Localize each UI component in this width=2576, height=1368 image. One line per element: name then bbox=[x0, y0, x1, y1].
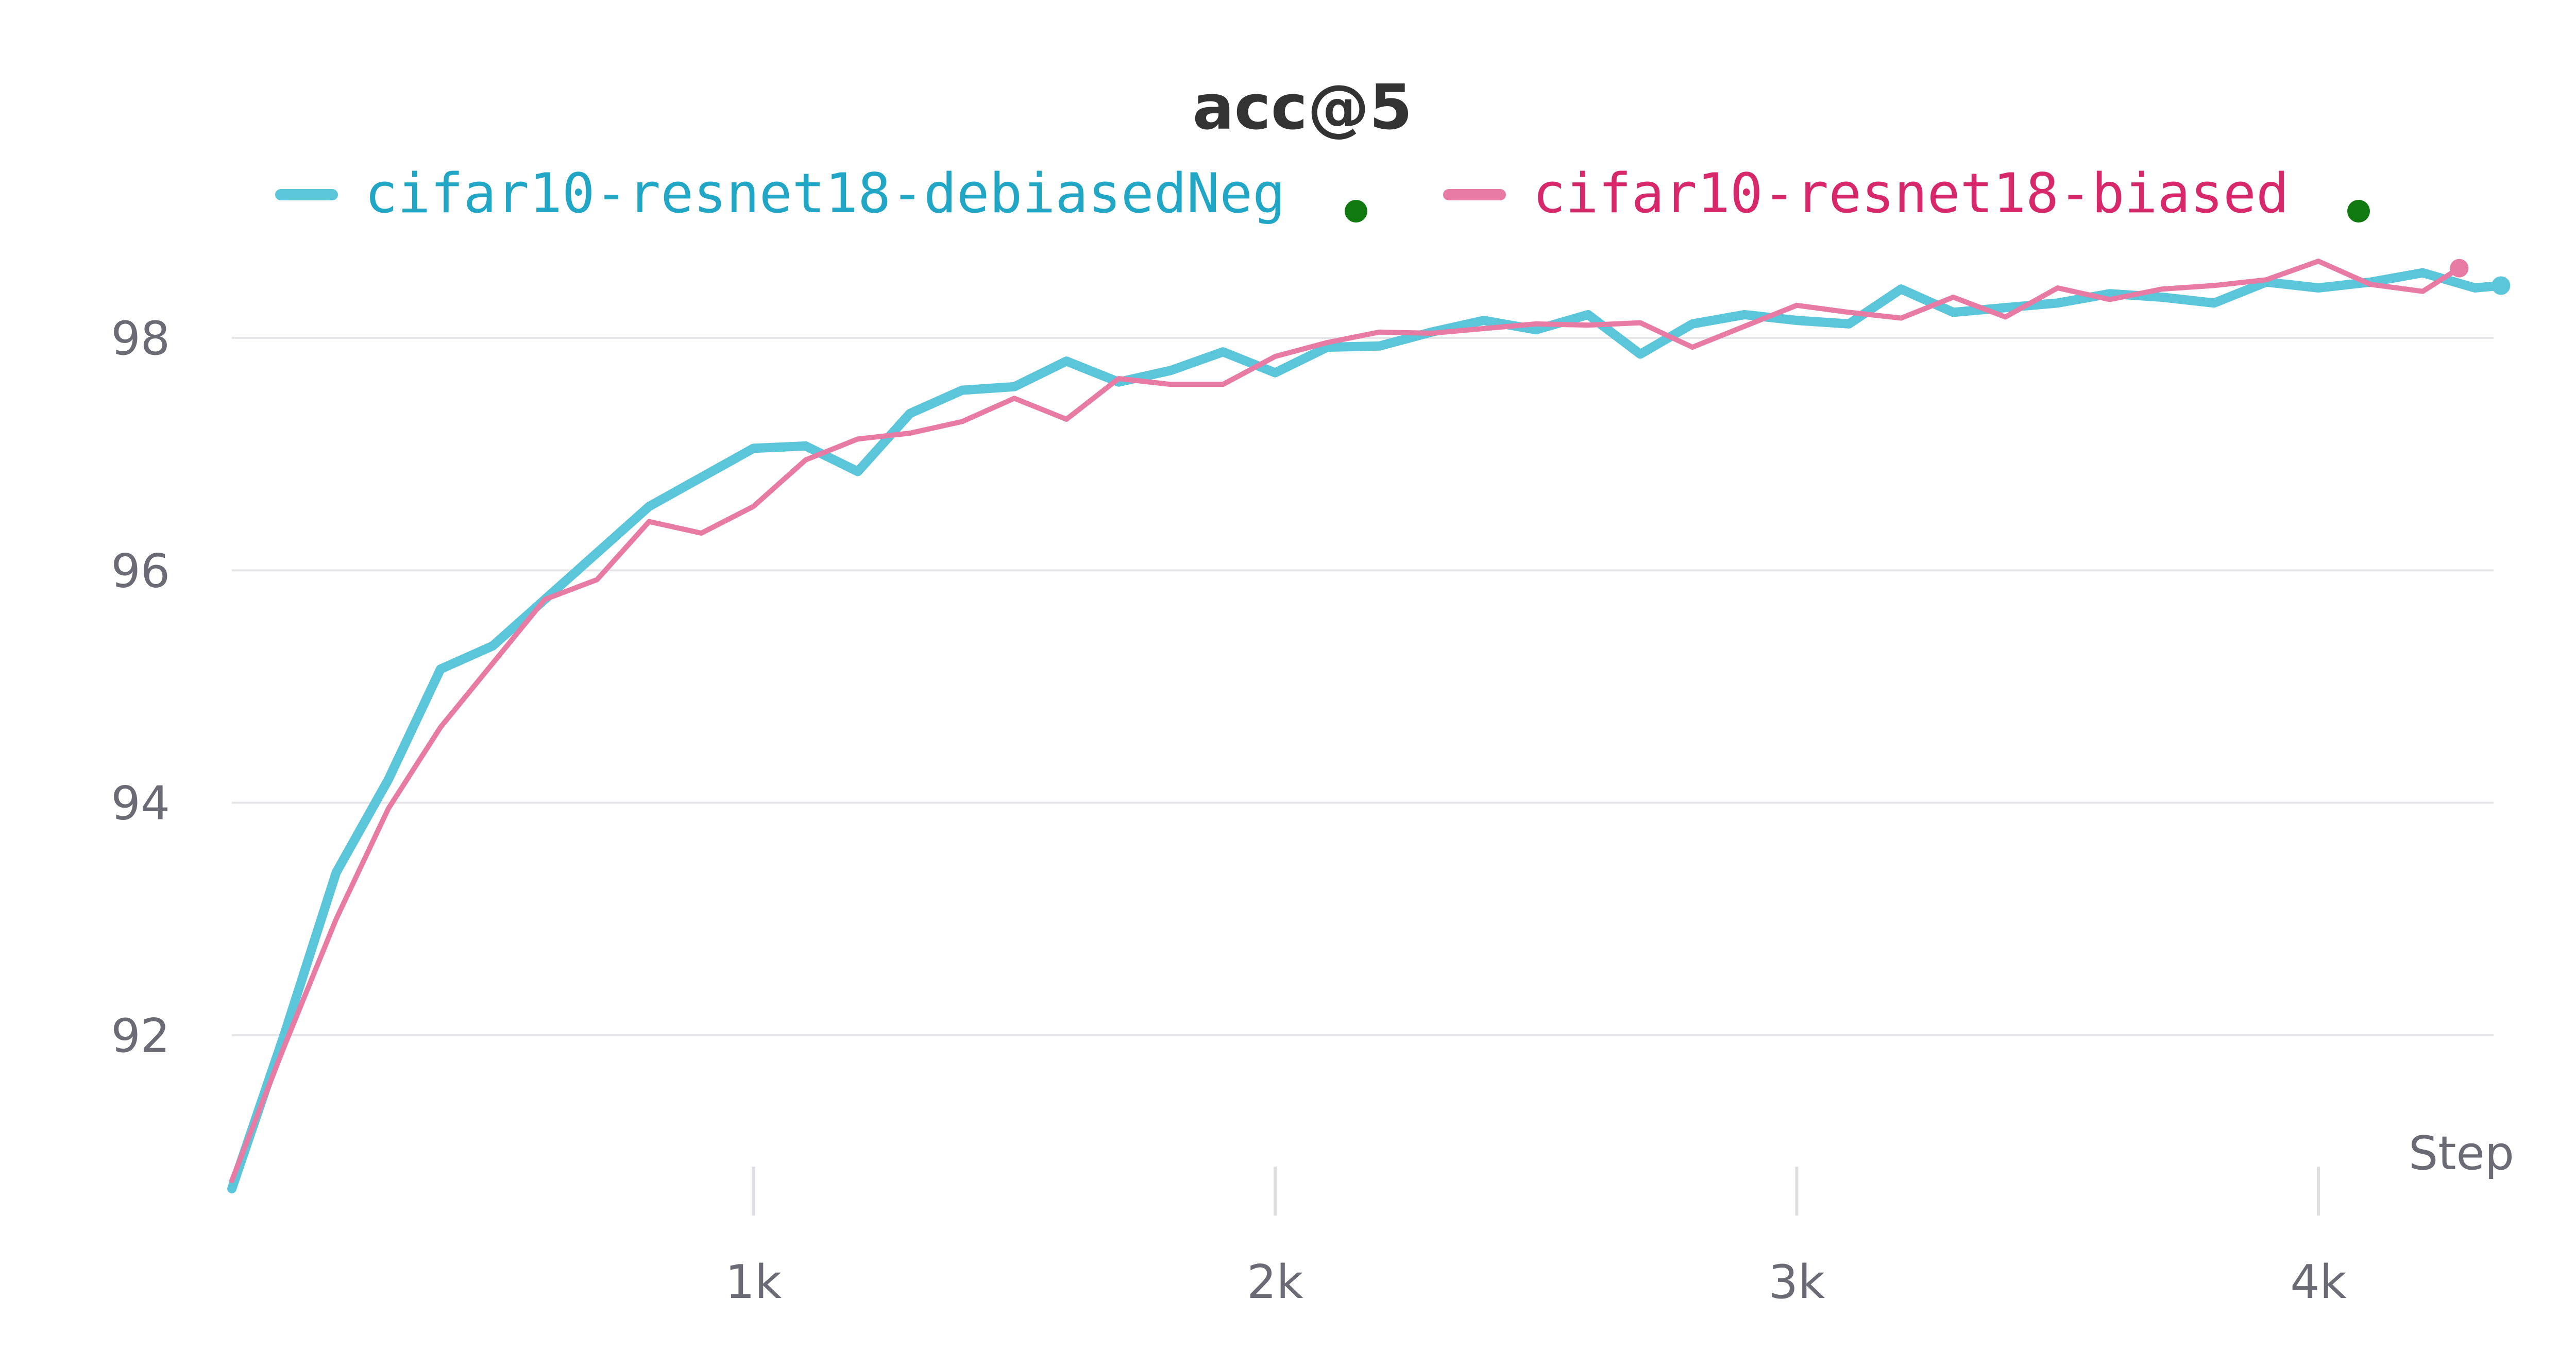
y-tick-label: 98 bbox=[111, 312, 170, 366]
legend-label: cifar10-resnet18-debiasedNeg bbox=[365, 162, 1285, 225]
chart-title: acc@5 bbox=[1193, 72, 1413, 144]
y-tick-label: 92 bbox=[111, 1009, 170, 1063]
series-line-1 bbox=[229, 259, 2462, 1184]
legend-item-1[interactable]: cifar10-resnet18-biased bbox=[1443, 162, 2370, 225]
series-end-point-0 bbox=[2492, 276, 2511, 295]
series-end-point-1 bbox=[2450, 259, 2469, 278]
x-tick-label: 1k bbox=[725, 1255, 782, 1309]
y-tick-label: 96 bbox=[111, 544, 170, 598]
legend-label: cifar10-resnet18-biased bbox=[1533, 162, 2289, 225]
legend-status-dot bbox=[1345, 200, 1367, 223]
series-layer bbox=[227, 259, 2511, 1193]
legend-status-dot bbox=[2347, 200, 2370, 223]
x-axis-label: Step bbox=[2409, 1126, 2514, 1181]
x-tick-label: 4k bbox=[2290, 1255, 2346, 1309]
y-axis: 92 94 96 98 bbox=[111, 312, 170, 1063]
x-tick-label: 3k bbox=[1769, 1255, 1825, 1309]
legend: cifar10-resnet18-debiasedNeg cifar10-resn… bbox=[275, 162, 2370, 225]
x-tick-label: 2k bbox=[1247, 1255, 1303, 1309]
grid bbox=[232, 337, 2494, 1036]
legend-item-0[interactable]: cifar10-resnet18-debiasedNeg bbox=[275, 162, 1367, 225]
y-tick-label: 94 bbox=[111, 777, 170, 831]
x-axis: 1k 2k 3k 4k bbox=[725, 1167, 2347, 1309]
series-line-0 bbox=[227, 268, 2506, 1193]
